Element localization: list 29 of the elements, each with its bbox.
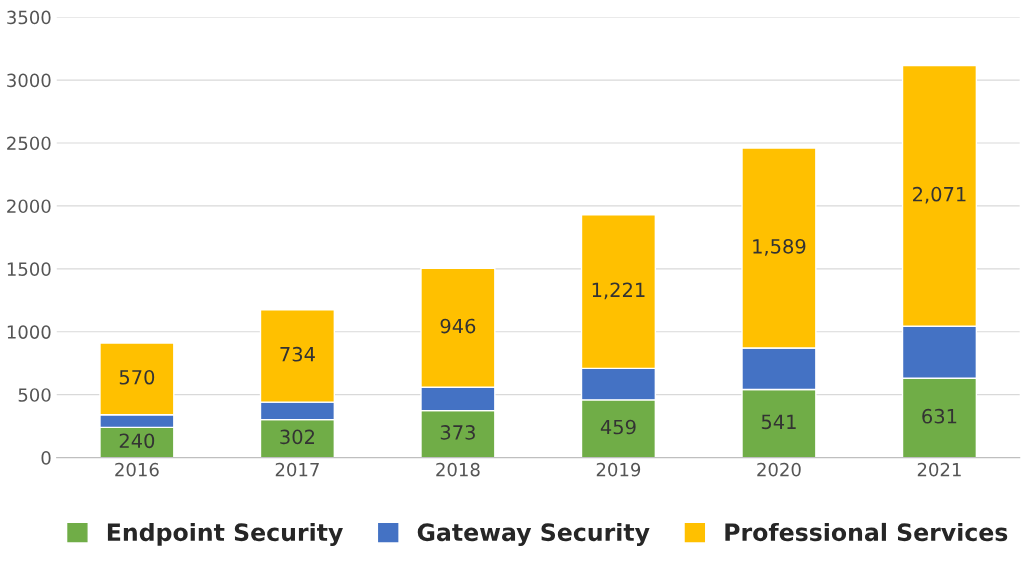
x-tick-label: 2021 — [917, 462, 961, 477]
data-label: 459 — [600, 419, 636, 435]
legend-label: Endpoint Security — [107, 522, 343, 546]
y-tick-label: 1000 — [7, 325, 51, 339]
legend-label: Professional Services — [725, 522, 1008, 542]
data-label: 240 — [119, 433, 155, 449]
data-label: 2,071 — [913, 186, 966, 204]
y-tick-label: 2500 — [7, 136, 51, 151]
legend-label: Gateway Security — [417, 522, 650, 546]
data-label: 734 — [280, 346, 315, 362]
y-tick-label: 3500 — [7, 10, 51, 25]
data-label: 1,221 — [592, 282, 645, 300]
data-label: 302 — [280, 429, 315, 445]
y-tick-label: 3000 — [7, 73, 51, 88]
x-tick-label: 2020 — [757, 462, 801, 477]
x-tick-label: 2017 — [275, 462, 319, 477]
data-label: 570 — [119, 369, 155, 385]
x-tick-label: 2016 — [115, 462, 159, 477]
data-label: 631 — [922, 408, 957, 424]
y-tick-label: 1500 — [7, 262, 51, 276]
x-tick-label: 2019 — [596, 462, 641, 477]
data-label: 373 — [440, 425, 475, 440]
data-label: 541 — [761, 414, 796, 430]
data-label: 946 — [440, 318, 476, 334]
y-tick-label: 0 — [41, 451, 51, 465]
y-tick-label: 500 — [18, 388, 51, 402]
x-tick-label: 2018 — [436, 462, 480, 477]
y-tick-label: 2000 — [7, 199, 51, 214]
data-label: 1,589 — [753, 238, 806, 256]
